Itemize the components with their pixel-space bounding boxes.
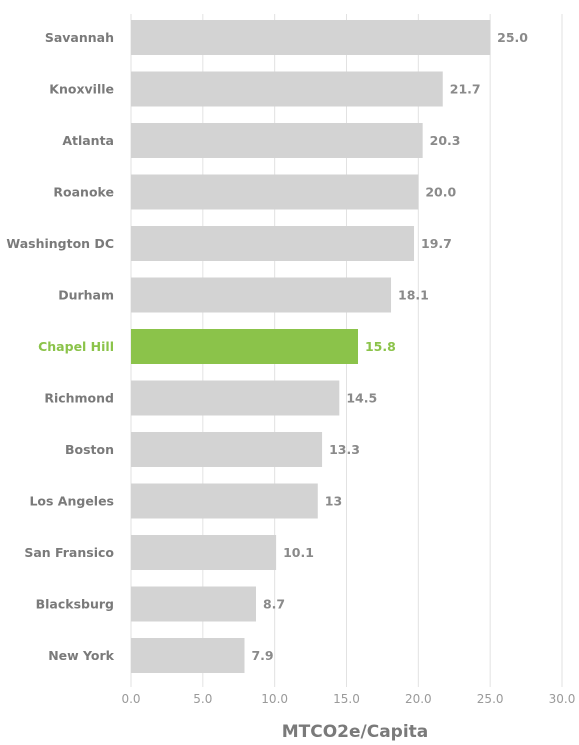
category-label: San Fransico	[24, 545, 114, 560]
x-tick-label: 5.0	[193, 692, 212, 706]
category-label: Knoxville	[49, 82, 114, 97]
value-label: 25.0	[497, 30, 528, 45]
x-tick-label: 20.0	[405, 692, 432, 706]
category-label: Roanoke	[53, 185, 114, 200]
bar	[131, 71, 443, 107]
bar	[131, 380, 340, 416]
bar	[131, 638, 245, 673]
bar	[131, 174, 419, 210]
value-label: 14.5	[346, 391, 377, 406]
x-tick-label: 10.0	[261, 692, 288, 706]
value-label: 21.7	[450, 82, 481, 97]
bar	[131, 226, 415, 261]
bar-highlight	[131, 329, 358, 364]
bar	[131, 586, 256, 622]
category-label: Atlanta	[62, 133, 114, 148]
category-label: Boston	[65, 442, 114, 457]
value-label: 15.8	[365, 339, 396, 354]
category-label: Los Angeles	[29, 494, 114, 509]
value-label: 19.7	[421, 236, 452, 251]
value-label: 8.7	[263, 597, 285, 612]
x-tick-label: 15.0	[333, 692, 360, 706]
x-axis-title: MTCO2e/Capita	[282, 722, 429, 742]
bar	[131, 432, 323, 467]
category-label: Blacksburg	[36, 597, 114, 612]
value-label: 20.3	[430, 133, 461, 148]
value-label: 7.9	[251, 648, 273, 663]
value-label: 13.3	[329, 442, 360, 457]
bar	[131, 277, 392, 313]
bar	[131, 20, 491, 55]
value-label: 10.1	[283, 545, 314, 560]
bar	[131, 535, 277, 570]
bar	[131, 123, 423, 158]
category-label: Chapel Hill	[38, 339, 114, 354]
category-label: New York	[48, 648, 114, 663]
category-label: Richmond	[44, 391, 114, 406]
category-label: Durham	[58, 288, 114, 303]
x-tick-label: 30.0	[549, 692, 576, 706]
x-tick-label: 25.0	[477, 692, 504, 706]
value-label: 20.0	[425, 185, 456, 200]
category-label: Savannah	[45, 30, 114, 45]
category-label: Washington DC	[6, 236, 114, 251]
bar	[131, 483, 318, 519]
value-label: 18.1	[398, 288, 429, 303]
value-label: 13	[325, 494, 342, 509]
x-tick-label: 0.0	[121, 692, 140, 706]
